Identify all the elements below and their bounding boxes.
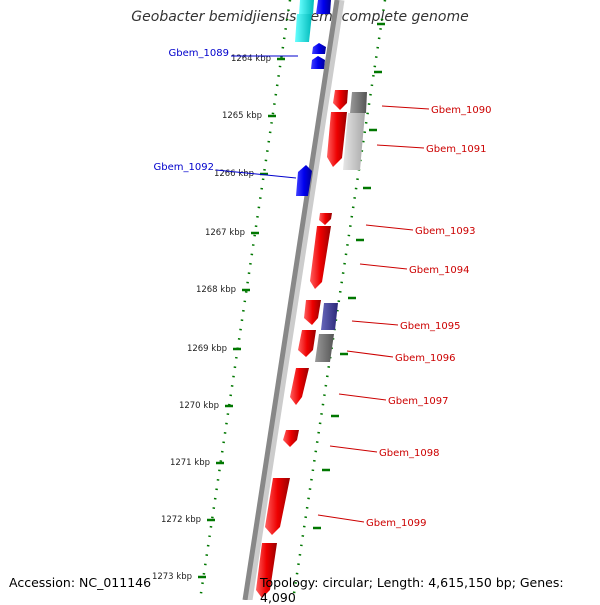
gene-arrow-gbem-1095: [304, 300, 321, 325]
gene-arrow-gbem-1090: [333, 90, 348, 110]
gene-arrow-gbem-1099: [265, 478, 290, 535]
genome-summary-text: Topology: circular; Length: 4,615,150 bp…: [260, 575, 564, 605]
gene-arrow-gbem-1093: [319, 213, 332, 225]
label-leader-line: [351, 320, 399, 326]
label-leader-line: [381, 105, 430, 110]
gene-features: [256, 0, 367, 598]
kbp-tick-label: 1267 kbp: [205, 228, 245, 238]
gene-arrow-gbem-1096: [298, 330, 316, 357]
kbp-tick-label: 1264 kbp: [231, 54, 271, 64]
kbp-tick-label: 1270 kbp: [179, 401, 219, 411]
kbp-ticks: 1264 kbp 1265 kbp 1266 kbp 1267 kbp 1268 kbp…: [152, 22, 385, 582]
cds-grey-1090: [350, 92, 367, 113]
gene-arrow-gbem-1089a: [299, 0, 314, 14]
kbp-tick-label: 1268 kbp: [196, 285, 236, 295]
cds-purple-1095: [321, 303, 338, 330]
label-leader-line: [365, 224, 414, 231]
gene-label-gbem-1092: Gbem_1092: [154, 162, 214, 173]
cds-light-1091: [343, 113, 365, 170]
gene-label-gbem-1094: Gbem_1094: [409, 265, 469, 276]
gene-label-gbem-1093: Gbem_1093: [415, 226, 475, 237]
label-leader-line: [329, 445, 378, 453]
gene-label-gbem-1090: Gbem_1090: [431, 105, 491, 116]
label-leader-line: [346, 350, 394, 358]
gene-arrow-gbem-1094: [310, 226, 331, 289]
kbp-tick-label: 1273 kbp: [152, 572, 192, 582]
gene-label-gbem-1097: Gbem_1097: [388, 396, 448, 407]
gene-label-gbem-1098: Gbem_1098: [379, 448, 439, 459]
gene-arrow-gbem-1089d: [312, 43, 326, 54]
gene-arrow-gbem-1097: [290, 368, 309, 405]
gene-label-gbem-1099: Gbem_1099: [366, 518, 426, 529]
gene-arrow-gbem-1089b: [295, 14, 312, 42]
label-leader-line: [317, 514, 365, 523]
accession-text: Accession: NC_011146: [9, 575, 152, 590]
label-leader-line: [338, 393, 387, 401]
cds-grey-1096: [315, 334, 334, 362]
genome-backbone-shadow: [243, 0, 345, 600]
gene-arrow-gbem-1092: [296, 165, 312, 196]
gene-arrow-gbem-1098: [283, 430, 299, 447]
kbp-tick-label: 1271 kbp: [170, 458, 210, 468]
gene-arrow-gbem-1091: [327, 112, 347, 167]
kbp-tick-label: 1272 kbp: [161, 515, 201, 525]
gene-arrow-gbem-1089e: [311, 56, 325, 69]
gene-labels: Gbem_1089 Gbem_1092 Gbem_1090 Gbem_1091 Gbem…: [154, 48, 492, 529]
gene-label-gbem-1096: Gbem_1096: [395, 353, 455, 364]
gene-arrow-gbem-1089c: [316, 0, 331, 14]
label-leader-line: [376, 144, 425, 149]
gene-label-gbem-1091: Gbem_1091: [426, 144, 486, 155]
gene-label-gbem-1095: Gbem_1095: [400, 321, 460, 332]
label-leader-line: [359, 263, 408, 270]
kbp-tick-label: 1269 kbp: [187, 344, 227, 354]
kbp-tick-label: 1266 kbp: [214, 169, 254, 179]
gene-arrow-gbem-1099b: [256, 543, 277, 598]
kbp-tick-label: 1265 kbp: [222, 111, 262, 121]
genome-backbone: [242, 0, 340, 600]
label-leader-line: [215, 169, 297, 179]
gene-label-gbem-1089: Gbem_1089: [169, 48, 229, 59]
